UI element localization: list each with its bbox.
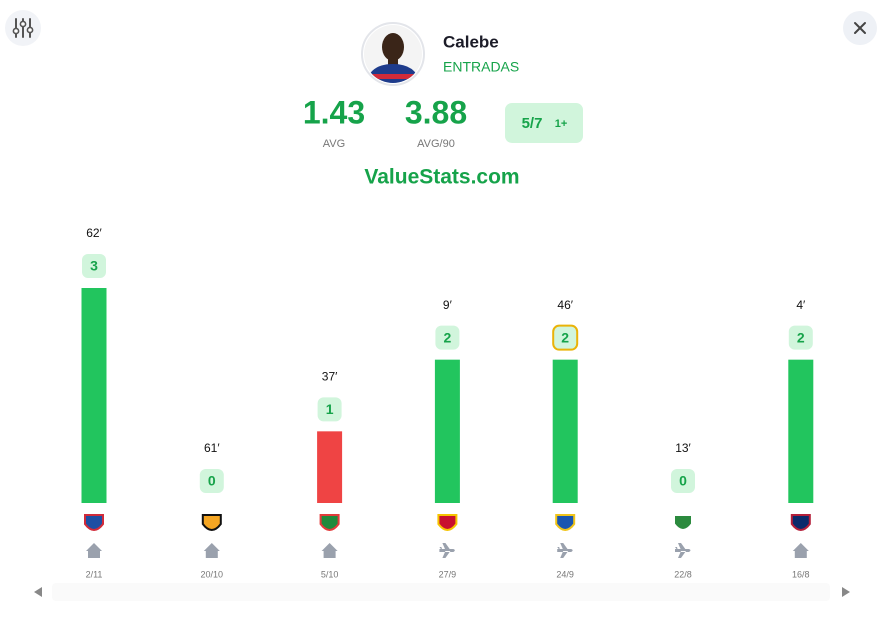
team-crest [437, 514, 458, 531]
avg90-value: 3.88 [405, 94, 467, 130]
value-label: 2 [561, 329, 569, 345]
stat-name: ENTRADAS [443, 59, 519, 75]
value-pill [82, 254, 106, 278]
minutes-label: 62′ [86, 226, 102, 240]
value-label: 2 [444, 329, 452, 345]
home-icon [86, 543, 102, 558]
value-label: 1 [326, 401, 334, 417]
minutes-label: 46′ [557, 298, 573, 312]
date-label: 22/8 [674, 569, 692, 579]
value-label: 0 [679, 473, 687, 489]
bar [788, 359, 814, 503]
plot: 3 62′ 2/11 0 61′ 20/10 1 37′ 5/10 2 9′ 27/9 2 46′ 24/9… [81, 226, 814, 579]
team-crest [555, 514, 576, 531]
player-avatar [361, 22, 425, 86]
bar [552, 359, 578, 503]
minutes-label: 4′ [796, 298, 806, 312]
home-icon [792, 543, 809, 558]
hits-value: 5/7 [522, 115, 543, 132]
value-label: 3 [90, 258, 98, 274]
team-crest [673, 514, 693, 531]
filter-button[interactable] [5, 10, 41, 46]
team-crest [84, 514, 104, 531]
brand: ValueStats.com [364, 166, 519, 189]
home-icon [321, 543, 338, 558]
value-pill [671, 469, 695, 493]
close-button[interactable] [843, 11, 877, 45]
date-label: 5/10 [321, 569, 339, 579]
avg90-label: AVG/90 [417, 138, 455, 150]
value-pill [317, 397, 342, 422]
away-icon [675, 543, 691, 558]
value-label: 0 [208, 473, 216, 489]
player-name: Calebe [443, 32, 499, 51]
value-pill [435, 325, 460, 350]
minutes-label: 61′ [204, 441, 220, 455]
date-label: 27/9 [439, 569, 457, 579]
bar [434, 359, 460, 503]
date-label: 2/11 [86, 569, 103, 579]
value-pill [199, 469, 224, 493]
value-pill [552, 324, 579, 351]
avg-label: AVG [323, 138, 345, 150]
bar [317, 431, 343, 503]
team-crest [319, 514, 340, 531]
avg-value: 1.43 [303, 94, 365, 130]
home-icon [203, 543, 220, 558]
date-label: 20/10 [201, 569, 224, 579]
value-pill [788, 325, 813, 350]
team-crest [790, 514, 811, 531]
date-label: 16/8 [792, 569, 810, 579]
away-icon [439, 543, 455, 558]
line-value: 1+ [555, 118, 568, 130]
hits-card [505, 103, 583, 143]
minutes-label: 9′ [443, 298, 453, 312]
team-crest [201, 514, 222, 531]
bar [81, 288, 107, 503]
scroll-left[interactable] [34, 587, 42, 597]
value-label: 2 [797, 329, 805, 345]
minutes-label: 37′ [322, 370, 338, 384]
scroll-track [52, 583, 830, 601]
minutes-label: 13′ [675, 441, 691, 455]
away-icon [557, 543, 573, 558]
date-label: 24/9 [556, 569, 574, 579]
scroll-right[interactable] [842, 587, 850, 597]
